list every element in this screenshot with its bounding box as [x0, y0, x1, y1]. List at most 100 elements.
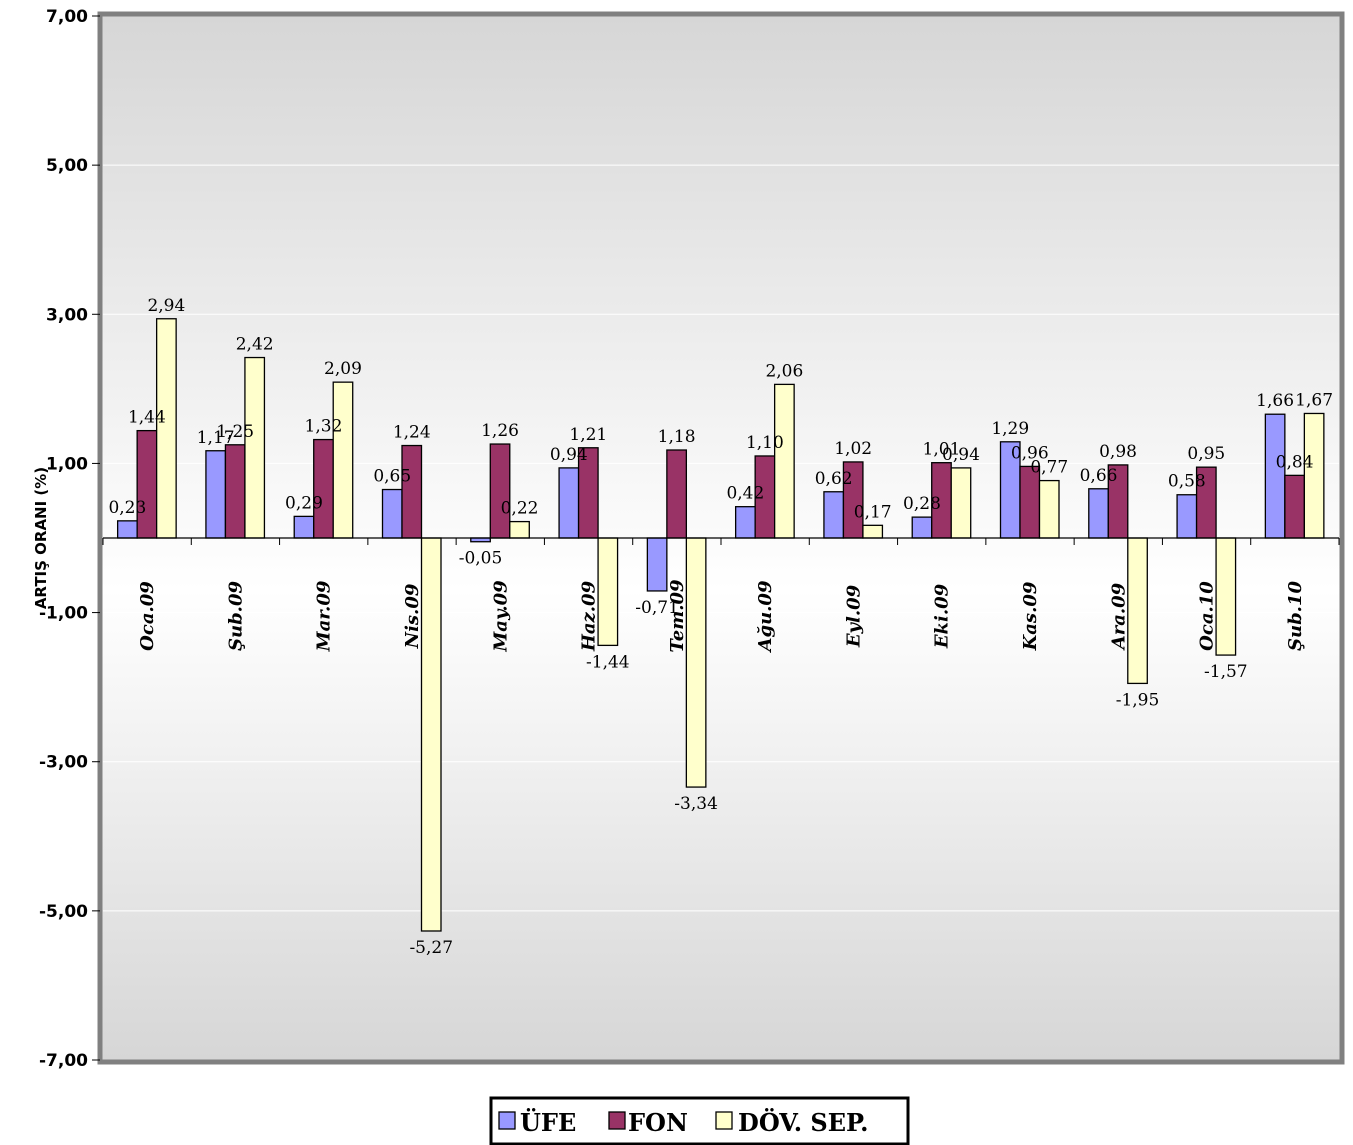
category-label: May.09	[490, 580, 511, 653]
bar-d-v-sep--9	[950, 467, 972, 539]
bar-d-v-sep--0	[155, 318, 177, 539]
bar--fe-2	[293, 515, 315, 539]
data-label: 1,17	[197, 428, 235, 448]
category-label: Ara.09	[1108, 582, 1129, 651]
y-tick-label: 7,00	[46, 7, 88, 27]
y-tick-label: -1,00	[39, 604, 88, 624]
bar-fon-2	[313, 438, 334, 539]
category-label: Nis.09	[402, 583, 423, 649]
bar-d-v-sep--3	[420, 537, 442, 932]
data-label: 1,32	[305, 417, 343, 437]
data-label: 1,21	[569, 425, 607, 445]
y-tick-label: 1,00	[46, 454, 88, 474]
data-label: 0,94	[942, 445, 980, 465]
data-label: 1,10	[746, 433, 784, 453]
data-label: 0,28	[903, 494, 941, 514]
bar-d-v-sep--6	[685, 537, 707, 788]
data-label: -0,71	[635, 598, 679, 618]
bar-fon-4	[489, 443, 511, 539]
data-label: 1,24	[393, 423, 431, 443]
bar--fe-9	[911, 516, 933, 539]
data-label: -1,44	[586, 652, 630, 672]
bar--fe-13	[1264, 413, 1286, 539]
category-label: Mar.09	[314, 580, 335, 652]
zero-axis	[102, 537, 1340, 545]
data-label: 0,58	[1168, 472, 1206, 492]
category-label: Ağu.09	[755, 580, 776, 653]
legend: ÜFE FON DÖV. SEP.	[489, 1096, 910, 1145]
legend-swatch	[498, 1111, 516, 1130]
data-label: 2,06	[765, 361, 803, 381]
bar-fon-3	[401, 444, 423, 539]
category-label: Eki.09	[932, 583, 953, 649]
data-label: -0,05	[459, 549, 503, 569]
bar--fe-0	[116, 520, 138, 539]
data-label: 0,17	[854, 502, 892, 522]
data-label: 1,18	[658, 427, 696, 447]
data-label: 0,42	[726, 484, 764, 504]
data-label: 0,65	[373, 467, 411, 487]
bar--fe-12	[1176, 494, 1198, 539]
bar-fon-6	[666, 449, 688, 539]
data-label: 1,02	[834, 439, 872, 459]
data-label: 0,29	[285, 493, 323, 513]
data-label: 2,09	[324, 359, 362, 379]
bar--fe-11	[1088, 488, 1109, 539]
bar-fon-0	[136, 429, 158, 539]
data-label: 0,84	[1276, 452, 1314, 472]
category-label: Şub.10	[1285, 581, 1306, 651]
bar-fon-1	[224, 444, 246, 539]
bar--fe-8	[823, 491, 845, 539]
y-tick-label: -5,00	[39, 902, 88, 922]
data-label: 0,98	[1099, 442, 1137, 462]
bar--fe-7	[734, 506, 756, 539]
data-label: -3,34	[674, 794, 718, 814]
data-label: 0,22	[501, 499, 539, 519]
category-label: Haz.09	[579, 580, 600, 652]
y-tick-label: -3,00	[39, 753, 88, 773]
bar-d-v-sep--10	[1038, 479, 1060, 539]
data-label: -1,57	[1204, 662, 1248, 682]
category-label: Şub.09	[225, 581, 246, 651]
y-axis-label: ARTIŞ ORANI (%)	[32, 467, 50, 609]
data-label: 0,96	[1011, 443, 1049, 463]
legend-entry: DÖV. SEP.	[738, 1108, 869, 1137]
data-label: 0,77	[1030, 458, 1068, 478]
bar-d-v-sep--7	[773, 383, 795, 539]
category-label: Tem.09	[667, 579, 688, 653]
data-label: 2,94	[147, 296, 185, 316]
data-label: 1,66	[1256, 391, 1294, 411]
data-label: 1,01	[923, 440, 961, 460]
bar-d-v-sep--8	[862, 524, 884, 539]
legend-box	[489, 1096, 910, 1145]
y-axis-ticks: 7,00 5,00 3,00 1,00 -1,00 -3,00 -5,00 -7,00	[39, 7, 100, 1071]
data-label: 0,66	[1080, 466, 1118, 486]
bar--fe-6	[646, 537, 668, 592]
data-label: 2,42	[236, 335, 274, 355]
data-labels: 0,231,170,290,65-0,050,94-0,710,420,620,…	[108, 296, 1333, 958]
data-label: 0,95	[1187, 444, 1225, 464]
y-tick-label: 5,00	[46, 156, 88, 176]
data-label: -1,95	[1116, 690, 1160, 710]
data-label: 1,26	[481, 421, 519, 441]
bar--fe-3	[381, 488, 403, 539]
data-label: -5,27	[409, 938, 453, 958]
bar-d-v-sep--5	[597, 537, 619, 647]
data-label: 0,62	[815, 469, 853, 489]
bar-d-v-sep--4	[509, 520, 530, 539]
category-label: Oca.09	[137, 581, 158, 651]
category-labels: Oca.09 Şub.09 Mar.09 Nis.09 May.09 Haz.09 Tem.…	[137, 579, 1306, 654]
legend-swatch	[608, 1111, 626, 1130]
category-label: Kas.09	[1020, 581, 1041, 651]
legend-entry: ÜFE	[520, 1108, 576, 1137]
data-label: 0,94	[550, 445, 588, 465]
data-label: 1,25	[216, 422, 254, 442]
bar--fe-5	[558, 467, 580, 539]
data-label: 0,23	[108, 498, 146, 518]
data-label: 1,29	[991, 419, 1029, 439]
bar-d-v-sep--12	[1215, 537, 1237, 656]
bar-d-v-sep--13	[1303, 412, 1325, 539]
bar-d-v-sep--11	[1127, 537, 1148, 685]
bar-fon-13	[1284, 474, 1306, 539]
